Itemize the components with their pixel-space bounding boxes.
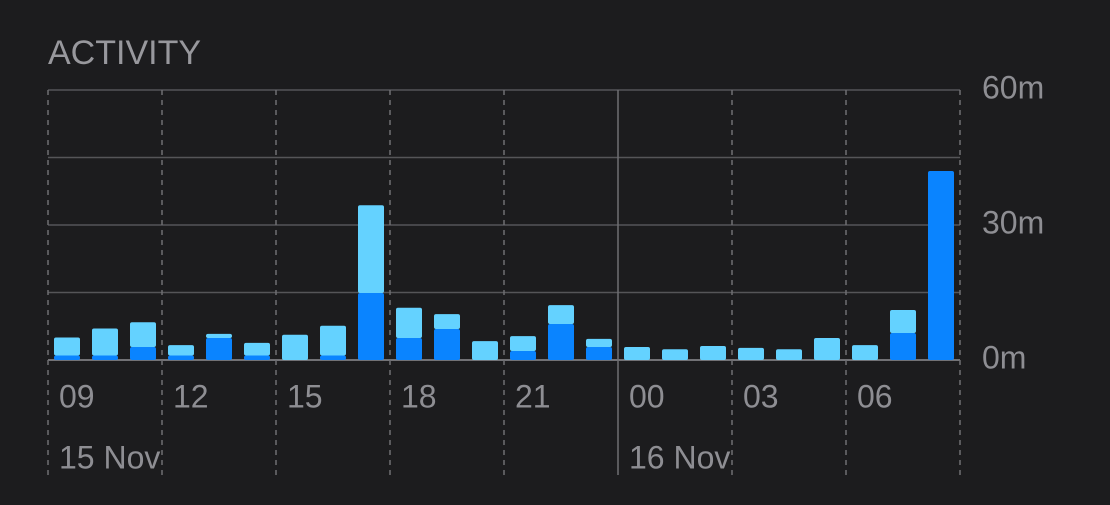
bar-segment [168,355,194,360]
date-label: 16 Nov [629,439,730,475]
bar-segment [510,351,536,360]
x-tick-label: 12 [173,378,209,414]
bar-segment [890,310,916,333]
x-tick-label: 03 [743,378,779,414]
bar-segment [92,355,118,360]
bar-segment [472,341,498,360]
bar-segment [320,355,346,360]
x-tick-label: 09 [59,378,95,414]
y-tick-label: 60m [982,69,1044,105]
bar-segment [282,334,308,360]
bar-segment [320,325,346,356]
bar-segment [624,346,650,360]
bar-segment [890,333,916,360]
x-tick-label: 21 [515,378,551,414]
chart-title: ACTIVITY [48,34,201,72]
x-tick-label: 06 [857,378,893,414]
bar-segment [852,345,878,360]
bar-segment [396,337,422,360]
bar-segment [700,346,726,360]
bar-segment [814,337,840,360]
bar-segment [130,322,156,347]
bar-segment [434,328,460,360]
bar-segment [244,342,270,356]
bar-segment [54,355,80,360]
bar-segment [738,347,764,360]
bar-segment [548,324,574,360]
bar-segment [244,355,270,360]
bar-segment [92,328,118,356]
y-tick-label: 30m [982,204,1044,240]
bar-segment [586,338,612,347]
x-tick-label: 00 [629,378,665,414]
bar-segment [206,337,232,360]
date-label: 15 Nov [59,439,160,475]
bar-segment [928,171,954,360]
bar-segment [206,333,232,338]
bar-segment [358,205,384,293]
bar-segment [54,337,80,356]
bar-segment [548,305,574,324]
bar-segment [168,345,194,356]
bar-segment [586,346,612,360]
x-tick-label: 15 [287,378,323,414]
bar-segment [510,336,536,351]
bar-segment [358,292,384,360]
bar-segment [776,349,802,360]
y-tick-label: 0m [982,339,1026,375]
bar-segment [434,314,460,329]
bar-segment [396,307,422,338]
bar-segment [130,346,156,360]
x-tick-label: 18 [401,378,437,414]
bar-segment [662,349,688,360]
